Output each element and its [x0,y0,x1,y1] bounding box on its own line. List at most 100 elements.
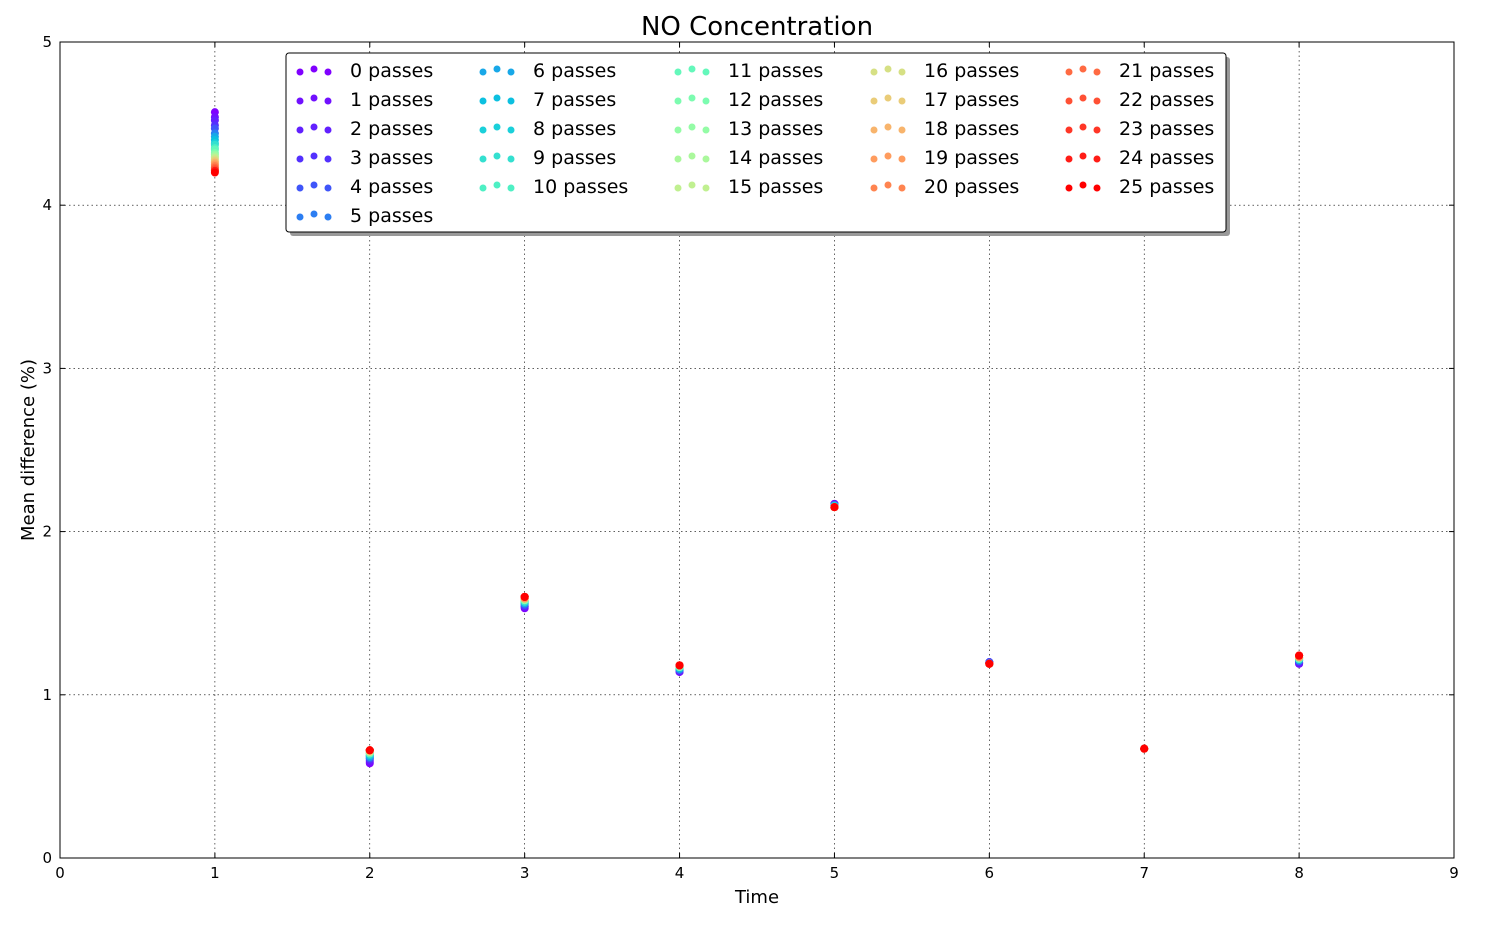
x-tick-label: 4 [675,864,685,882]
legend-marker [1065,126,1073,134]
data-point [210,168,219,177]
legend-label: 19 passes [924,147,1019,169]
legend-marker [688,123,696,131]
legend-label: 8 passes [533,118,616,140]
legend-entry: 11 passes [674,60,823,82]
legend-marker [898,68,906,76]
legend-label: 7 passes [533,89,616,111]
legend-marker [296,155,304,163]
legend-label: 12 passes [728,89,823,111]
legend-marker [674,155,682,163]
x-tick-label: 8 [1294,864,1304,882]
legend-marker [493,123,501,131]
legend-marker [898,184,906,192]
legend-marker [493,152,501,160]
data-point [985,659,994,668]
legend-entry: 19 passes [870,147,1019,169]
legend-marker [1093,155,1101,163]
legend-entry: 25 passes [1065,176,1214,198]
legend-entry: 22 passes [1065,89,1214,111]
legend-label: 10 passes [533,176,628,198]
legend-marker [674,68,682,76]
legend-marker [324,213,332,221]
legend-label: 21 passes [1119,60,1214,82]
legend-label: 2 passes [350,118,433,140]
legend-marker [296,213,304,221]
legend-entry: 3 passes [296,147,433,169]
legend-marker [870,155,878,163]
data-point [1140,744,1149,753]
legend-marker [479,126,487,134]
legend-marker [296,184,304,192]
x-tick-label: 6 [985,864,995,882]
axis-ticks: 0 1 2 3 4 5 6 7 8 9 0 1 2 3 4 5 [42,33,1458,882]
legend-label: 13 passes [728,118,823,140]
legend-marker [688,65,696,73]
legend-label: 24 passes [1119,147,1214,169]
legend-marker [884,94,892,102]
legend-marker [674,97,682,105]
legend-marker [1065,184,1073,192]
legend-marker [507,68,515,76]
legend-marker [324,126,332,134]
legend-marker [479,97,487,105]
legend-marker [310,65,318,73]
legend-marker [1065,155,1073,163]
x-tick-label: 5 [830,864,840,882]
x-tick-label: 7 [1139,864,1149,882]
legend-marker [702,97,710,105]
legend-marker [1093,126,1101,134]
legend-label: 20 passes [924,176,1019,198]
legend-label: 0 passes [350,60,433,82]
legend-marker [324,184,332,192]
legend-marker [1079,94,1087,102]
legend-marker [493,65,501,73]
legend-marker [310,210,318,218]
legend-marker [479,184,487,192]
legend-marker [870,184,878,192]
legend-entry: 13 passes [674,118,823,140]
legend-marker [1093,184,1101,192]
legend-label: 1 passes [350,89,433,111]
legend-frame [285,52,1227,233]
legend-entry: 18 passes [870,118,1019,140]
legend-marker [702,68,710,76]
legend-marker [493,181,501,189]
legend-entry: 24 passes [1065,147,1214,169]
legend-marker [674,184,682,192]
x-tick-label: 3 [520,864,530,882]
legend-marker [324,97,332,105]
data-point [675,661,684,670]
legend-marker [1079,123,1087,131]
legend: 0 passes 1 passes 2 passes 3 passes 4 passes… [285,52,1230,236]
legend-entry: 21 passes [1065,60,1214,82]
plot-frame [59,41,1455,859]
legend-label: 11 passes [728,60,823,82]
legend-entry: 1 passes [296,89,433,111]
legend-marker [1065,97,1073,105]
legend-entry: 17 passes [870,89,1019,111]
legend-entry: 6 passes [479,60,616,82]
legend-marker [296,97,304,105]
legend-marker [884,152,892,160]
chart-title: NO Concentration [641,12,873,42]
data-point [520,592,529,601]
y-tick-label: 1 [42,686,52,704]
legend-entry: 16 passes [870,60,1019,82]
legend-marker [870,126,878,134]
y-tick-label: 0 [42,849,52,867]
legend-marker [493,94,501,102]
legend-marker [702,184,710,192]
legend-marker [1079,65,1087,73]
legend-entry: 5 passes [296,205,433,227]
legend-marker [688,181,696,189]
legend-marker [1065,68,1073,76]
legend-marker [884,123,892,131]
legend-entry: 15 passes [674,176,823,198]
legend-label: 25 passes [1119,176,1214,198]
legend-marker [324,155,332,163]
legend-marker [507,126,515,134]
y-tick-label: 2 [42,523,52,541]
legend-marker [310,123,318,131]
